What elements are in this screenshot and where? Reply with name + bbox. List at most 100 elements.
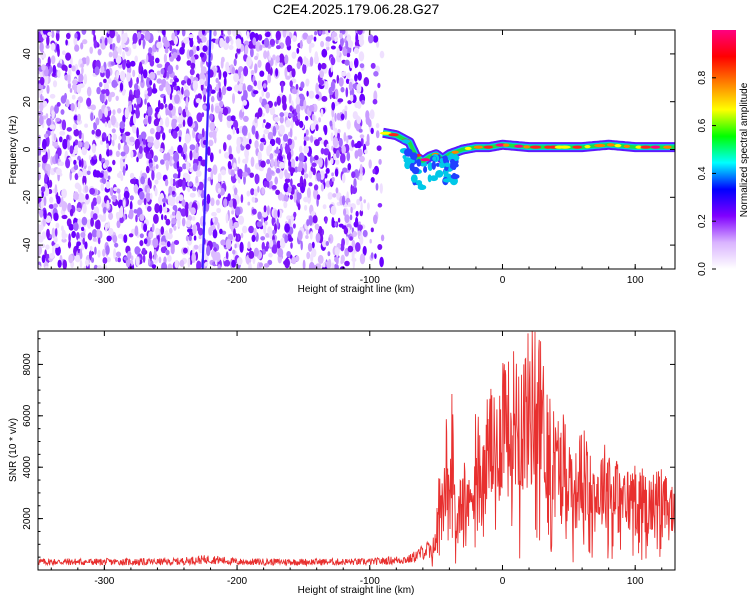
spectrogram-noise-cell <box>145 191 151 202</box>
spectrogram-noise-cell <box>363 77 370 87</box>
spectrogram-noise-cell <box>96 228 101 240</box>
spectrogram-noise-cell <box>223 198 228 208</box>
spectrogram-noise-cell <box>46 35 50 46</box>
spectrogram-noise-cell <box>344 260 350 267</box>
spectrogram-noise-cell <box>160 226 165 235</box>
spectrogram-noise-cell <box>357 30 363 35</box>
spectrogram-noise-cell <box>246 56 252 67</box>
spectrogram-noise-cell <box>179 259 185 267</box>
spectrogram-noise-cell <box>197 227 204 236</box>
signal-scatter <box>442 178 452 183</box>
spectrogram-noise-cell <box>90 257 95 263</box>
spectrogram-noise-cell <box>305 81 309 87</box>
spectrogram-noise-cell <box>340 113 345 121</box>
spectrogram-noise-cell <box>339 32 343 39</box>
signal-scatter <box>410 174 418 183</box>
spectrogram-noise-cell <box>248 262 252 269</box>
spectrogram-noise-cell <box>106 199 110 209</box>
spectrogram-noise-cell <box>132 43 137 50</box>
spectrogram-noise-cell <box>206 245 211 257</box>
snr-x-tick-label: -200 <box>227 576 247 587</box>
spectrogram-noise-cell <box>124 131 131 136</box>
spectrogram-noise-cell <box>303 136 310 141</box>
spectrogram-noise-cell <box>242 158 247 164</box>
spectrogram-noise-cell <box>42 30 48 35</box>
spectrogram-noise-cell <box>348 81 353 91</box>
spectrogram-noise-cell <box>104 37 108 46</box>
spectrogram-noise-cell <box>112 133 117 141</box>
spectrogram-noise-cell <box>204 261 209 267</box>
spectrogram-noise-cell <box>321 266 328 269</box>
spectrogram-noise-cell <box>253 247 259 257</box>
spectrogram-noise-cell <box>147 114 152 125</box>
spectrogram-noise-cell <box>44 173 48 184</box>
spectrogram-noise-cell <box>236 136 241 148</box>
spectrogram-noise-cell <box>115 256 118 262</box>
spectrogram-noise-cell <box>152 237 159 248</box>
spectrogram-noise-cell <box>43 209 47 220</box>
spectrogram-noise-cell <box>133 209 138 214</box>
spectrogram-noise-cell <box>51 110 55 119</box>
spectrogram-noise-cell <box>208 226 213 236</box>
spectrogram-noise-cell <box>173 240 180 245</box>
spectrogram-noise-cell <box>174 30 178 38</box>
spectrogram-noise-cell <box>164 214 167 221</box>
spectrogram-noise-cell <box>254 116 258 124</box>
spectrogram-noise-cell <box>134 83 139 91</box>
spectrogram-noise-cell <box>142 137 146 145</box>
spectrogram-noise-cell <box>335 159 340 165</box>
signal-hotspot <box>502 143 510 147</box>
spectrogram-noise-cell <box>53 203 58 208</box>
spectrogram-noise-cell <box>344 109 348 120</box>
spectrogram-noise-cell <box>73 115 78 121</box>
spectrogram-noise-cell <box>140 131 147 139</box>
signal-scatter <box>403 157 412 164</box>
spectrogram-noise-cell <box>123 144 130 155</box>
spectrogram-noise-cell <box>340 259 344 265</box>
spectrogram-noise-cell <box>283 111 290 117</box>
spectrogram-noise-cell <box>163 53 167 64</box>
spectrogram-noise-cell <box>149 71 156 80</box>
spectrogram-noise-cell <box>290 119 294 129</box>
spectrogram-noise-cell <box>236 47 241 54</box>
spectrogram-noise-cell <box>230 169 235 177</box>
spectrogram-noise-cell <box>332 136 339 148</box>
spectrogram-noise-cell <box>136 156 139 163</box>
spectrogram-noise-cell <box>89 46 93 54</box>
spectrogram-noise-cell <box>164 178 169 187</box>
spectrogram-noise-cell <box>72 79 78 85</box>
spectrogram-noise-cell <box>316 172 322 182</box>
spectrogram-noise-cell <box>220 169 227 176</box>
signal-hotspot <box>420 158 430 162</box>
spectrogram-noise-cell <box>48 179 53 188</box>
spectrogram-noise-cell <box>242 99 248 106</box>
spectrogram-noise-cell <box>223 142 227 152</box>
spectrogram-noise-cell <box>61 188 67 199</box>
spectrogram-noise-cell <box>243 89 248 101</box>
spectrogram-noise-cell <box>54 184 58 195</box>
spectrogram-noise-cell <box>266 180 270 189</box>
spectrogram-noise-cell <box>325 180 331 188</box>
spectrogram-noise-cell <box>308 105 315 112</box>
spectrogram-noise-cell <box>115 31 119 37</box>
spectrogram-noise-cell <box>289 105 293 112</box>
spectrogram-noise-cell <box>124 32 128 42</box>
spectrogram-noise-cell <box>212 164 218 175</box>
spectrogram-noise-cell <box>182 119 186 127</box>
spectrogram-noise-cell <box>290 242 293 249</box>
spectrogram-noise-cell <box>140 74 144 83</box>
spectrogram-noise-cell <box>69 145 74 155</box>
spectrogram-noise-cell <box>346 34 352 43</box>
spectrogram-noise-cell <box>102 112 106 124</box>
spectrogram-noise-cell <box>255 130 259 140</box>
spectrogram-noise-cell <box>257 211 262 220</box>
spectrogram-noise-cell <box>187 78 192 86</box>
spectrogram-noise-cell <box>86 170 91 176</box>
spectrogram-noise-cell <box>289 167 296 174</box>
spectrogram-noise-cell <box>345 236 349 246</box>
spectrogram-noise-cell <box>92 237 97 242</box>
spectrogram-noise-cell <box>210 103 214 113</box>
spectrogram-noise-cell <box>165 218 171 226</box>
spectrogram-noise-cell <box>275 30 281 41</box>
spectrogram-noise-cell <box>327 192 333 199</box>
